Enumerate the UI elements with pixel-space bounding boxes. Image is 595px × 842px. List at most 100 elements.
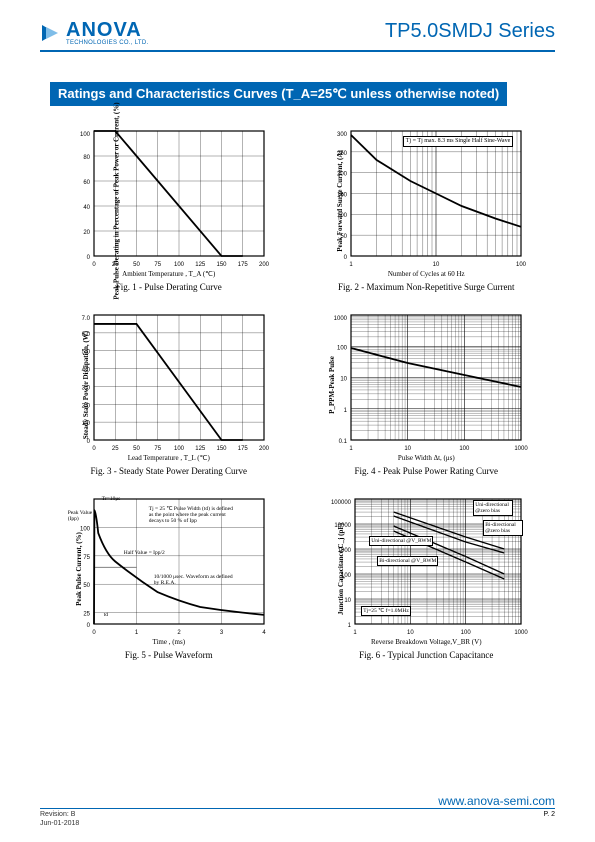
fig6-caption: Fig. 6 - Typical Junction Capacitance <box>359 650 493 660</box>
fig5-annot-half: Half Value = Ipp/2 <box>124 550 165 556</box>
fig4-caption: Fig. 4 - Peak Pulse Power Rating Curve <box>355 466 499 476</box>
footer-page: P. 2 <box>543 811 555 818</box>
fig5-ylabel: Peak Pulse Current, (%) <box>75 532 83 606</box>
svg-text:0: 0 <box>344 255 348 261</box>
fig4-cell: P_PPM-Peak Pulse 1101001000 0.1110100100… <box>313 310 541 476</box>
fig3-caption: Fig. 3 - Steady State Power Derating Cur… <box>91 466 247 476</box>
svg-text:40: 40 <box>83 205 90 211</box>
svg-text:100: 100 <box>174 446 185 452</box>
fig5-chart: Peak Pulse Current, (%) 01234 0255075100… <box>64 494 274 644</box>
svg-text:0: 0 <box>92 630 96 636</box>
fig2-xlabel: Number of Cycles at 60 Hz <box>388 270 465 278</box>
fig1-caption: Fig. 1 - Pulse Derating Curve <box>116 282 222 292</box>
svg-text:25: 25 <box>112 446 119 452</box>
svg-text:300: 300 <box>337 132 348 138</box>
fig6-annot-bi-vrwm: Bi-directional @V_RWM <box>377 556 438 566</box>
svg-text:2: 2 <box>177 630 181 636</box>
fig4-chart: P_PPM-Peak Pulse 1101001000 0.1110100100… <box>321 310 531 460</box>
fig5-caption: Fig. 5 - Pulse Waveform <box>125 650 213 660</box>
logo-subtitle: TECHNOLOGIES CO., LTD. <box>66 40 149 46</box>
fig6-ylabel: Junction Capacitance,C_j (pF) <box>337 523 345 615</box>
fig3-ylabel: Steady State Power Dissipation, (W) <box>82 331 90 439</box>
svg-text:100: 100 <box>337 345 348 351</box>
logo-text: ANOVA TECHNOLOGIES CO., LTD. <box>66 20 149 46</box>
fig5-annot-rea: 10/1000 μsec. Waveform as defined by R.E… <box>154 574 234 586</box>
svg-text:100: 100 <box>174 262 185 268</box>
svg-text:1: 1 <box>135 630 139 636</box>
svg-text:10: 10 <box>407 630 414 636</box>
svg-text:1: 1 <box>350 262 354 268</box>
svg-text:100: 100 <box>516 262 527 268</box>
svg-text:4: 4 <box>262 630 266 636</box>
svg-text:100: 100 <box>80 132 91 138</box>
svg-text:1000: 1000 <box>334 316 348 322</box>
svg-text:75: 75 <box>154 446 161 452</box>
svg-text:150: 150 <box>216 446 227 452</box>
fig5-annot-peak: Peak Value (Ipp) <box>68 510 98 522</box>
logo-name: ANOVA <box>66 20 149 40</box>
svg-text:50: 50 <box>83 583 90 589</box>
svg-text:0.1: 0.1 <box>339 439 348 445</box>
svg-text:125: 125 <box>195 446 206 452</box>
svg-text:100000: 100000 <box>331 500 352 506</box>
svg-text:1000: 1000 <box>515 446 529 452</box>
fig4-xlabel: Pulse Width Δt, (μs) <box>398 454 455 462</box>
svg-text:200: 200 <box>259 446 270 452</box>
svg-text:25: 25 <box>83 612 90 618</box>
footer-date: Jun-01-2018 <box>40 820 79 828</box>
fig5-annot-td: td <box>104 612 108 618</box>
svg-text:1000: 1000 <box>515 630 529 636</box>
footer-rule <box>40 808 555 809</box>
series-title: TP5.0SMDJ Series <box>385 20 555 43</box>
svg-text:50: 50 <box>133 446 140 452</box>
svg-text:1: 1 <box>350 446 354 452</box>
svg-text:0: 0 <box>86 623 90 629</box>
svg-text:0: 0 <box>86 255 90 261</box>
svg-text:75: 75 <box>154 262 161 268</box>
fig6-annot-bi-zero: Bi-directional @zero bias <box>483 520 523 536</box>
svg-text:1: 1 <box>344 408 348 414</box>
svg-text:20: 20 <box>83 230 90 236</box>
header-rule <box>40 50 555 52</box>
svg-text:175: 175 <box>237 262 248 268</box>
fig5-cell: Peak Pulse Current, (%) 01234 0255075100… <box>55 494 283 660</box>
fig1-xlabel: Ambient Temperature , T_A (℃) <box>122 270 215 278</box>
svg-text:100: 100 <box>461 630 472 636</box>
svg-text:75: 75 <box>83 555 90 561</box>
svg-text:175: 175 <box>237 446 248 452</box>
charts-grid: Peak Pulse Derating in Percentage of Pea… <box>0 126 595 660</box>
fig6-chart: Junction Capacitance,C_j (pF) 1101001000… <box>321 494 531 644</box>
logo-icon <box>40 21 60 45</box>
fig6-annot-uni-vrwm: Uni-directional @V_RWM <box>369 536 433 546</box>
svg-text:0: 0 <box>92 262 96 268</box>
fig5-annot-def: Tj = 25 ℃ Pulse Width (td) is defined as… <box>149 506 239 524</box>
fig1-chart: Peak Pulse Derating in Percentage of Pea… <box>64 126 274 276</box>
svg-text:7.0: 7.0 <box>81 316 90 322</box>
fig1-ylabel: Peak Pulse Derating in Percentage of Pea… <box>112 102 120 299</box>
fig6-xlabel: Reverse Breakdown Voltage,V_BR (V) <box>371 638 482 646</box>
fig6-annot-cond: Tj=25 ℃ f=1.0MHz <box>361 606 411 616</box>
footer-revision: Revision: B <box>40 811 79 819</box>
fig6-annot-uni-zero: Uni-directional @zero bias <box>473 500 513 516</box>
fig2-cell: Peak Forward Surge Current, (A) 110100 0… <box>313 126 541 292</box>
svg-text:60: 60 <box>83 180 90 186</box>
svg-text:80: 80 <box>83 155 90 161</box>
svg-text:10: 10 <box>345 598 352 604</box>
svg-text:125: 125 <box>195 262 206 268</box>
fig4-ylabel: P_PPM-Peak Pulse <box>328 356 336 414</box>
svg-text:200: 200 <box>259 262 270 268</box>
fig2-chart: Peak Forward Surge Current, (A) 110100 0… <box>321 126 531 276</box>
fig2-note: Tj = Tj max. 8.3 ms Single Half Sine-Wav… <box>403 136 513 147</box>
fig1-cell: Peak Pulse Derating in Percentage of Pea… <box>55 126 283 292</box>
svg-text:10: 10 <box>341 377 348 383</box>
fig5-annot-tr: Tr=10μs <box>102 496 121 502</box>
svg-text:0: 0 <box>92 446 96 452</box>
page-header: ANOVA TECHNOLOGIES CO., LTD. TP5.0SMDJ S… <box>0 0 595 50</box>
fig2-caption: Fig. 2 - Maximum Non-Repetitive Surge Cu… <box>338 282 515 292</box>
svg-text:150: 150 <box>216 262 227 268</box>
svg-text:100: 100 <box>460 446 471 452</box>
footer-url: www.anova-semi.com <box>438 794 555 808</box>
fig3-chart: Steady State Power Dissipation, (W) 0 25 5… <box>64 310 274 460</box>
fig5-xlabel: Time , (ms) <box>152 638 185 646</box>
fig3-xlabel: Lead Temperature , T_L (℃) <box>128 454 210 462</box>
